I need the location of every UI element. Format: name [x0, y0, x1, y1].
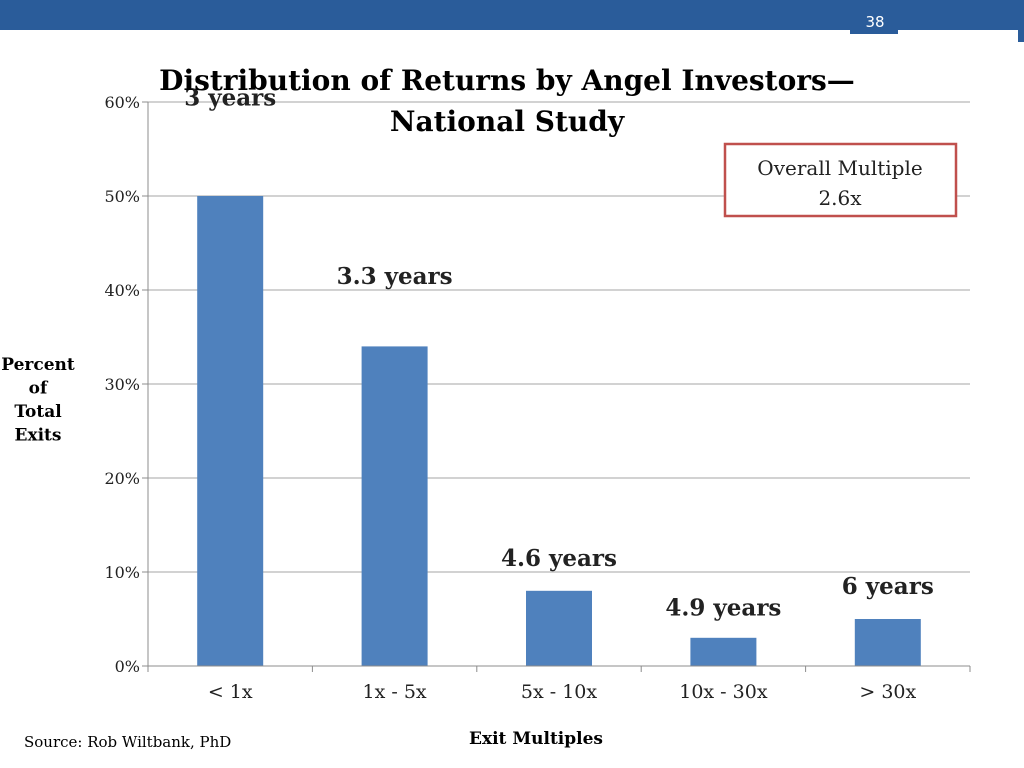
- y-axis-title-line: of: [29, 379, 49, 399]
- header-band-edge: [1018, 30, 1024, 42]
- overall-multiple-callout: [723, 142, 958, 218]
- x-axis-title: Exit Multiples: [469, 729, 603, 749]
- bar-3: [526, 590, 592, 666]
- slide-number-box: [850, 10, 898, 34]
- source-note: Source: Rob Wiltbank, PhD: [24, 733, 231, 751]
- x-tick-label: > 30x: [859, 681, 916, 703]
- y-tick-label: 30%: [104, 375, 140, 394]
- chart-title-line-2: National Study: [390, 105, 625, 138]
- bar-annotation-5: 6 years: [842, 573, 934, 600]
- y-axis-title-line: Exits: [15, 426, 62, 446]
- bar-annotations: 3 years 3.3 years 4.6 years 4.9 years 6 year…: [184, 84, 934, 621]
- slide-number: 38: [865, 13, 885, 31]
- x-tick-label: < 1x: [208, 681, 253, 703]
- y-axis-title: Percent of Total Exits: [1, 355, 75, 446]
- x-tick-label: 1x - 5x: [363, 681, 427, 703]
- y-tick-label: 0%: [115, 657, 140, 676]
- y-tick-label: 60%: [104, 93, 140, 112]
- x-tick-label: 5x - 10x: [521, 681, 597, 703]
- axes: [142, 101, 971, 672]
- chart-title-line-1: Distribution of Returns by Angel Investo…: [159, 64, 855, 97]
- y-tick-label: 40%: [104, 281, 140, 300]
- y-tick-label: 10%: [104, 563, 140, 582]
- y-tick-label: 20%: [104, 469, 140, 488]
- bar-4: [690, 637, 757, 666]
- y-tick-label: 50%: [104, 187, 140, 206]
- bar-annotation-4: 4.9 years: [665, 595, 781, 622]
- bar-annotation-2: 3.3 years: [337, 263, 453, 290]
- x-tick-labels: < 1x 1x - 5x 5x - 10x 10x - 30x > 30x: [208, 681, 917, 703]
- bar-2: [361, 346, 428, 666]
- y-axis-title-line: Total: [14, 402, 62, 422]
- callout-line-1: Overall Multiple: [757, 156, 922, 180]
- y-tick-labels: 0% 10% 20% 30% 40% 50% 60%: [104, 93, 140, 676]
- bars: [197, 196, 921, 666]
- callout-line-2: 2.6x: [818, 186, 862, 210]
- bar-5: [854, 619, 921, 666]
- y-axis-title-line: Percent: [1, 355, 75, 375]
- bar-annotation-3: 4.6 years: [501, 545, 617, 572]
- bar-1: [197, 196, 264, 666]
- bar-annotation-1: 3 years: [184, 84, 276, 111]
- x-tick-label: 10x - 30x: [679, 681, 768, 703]
